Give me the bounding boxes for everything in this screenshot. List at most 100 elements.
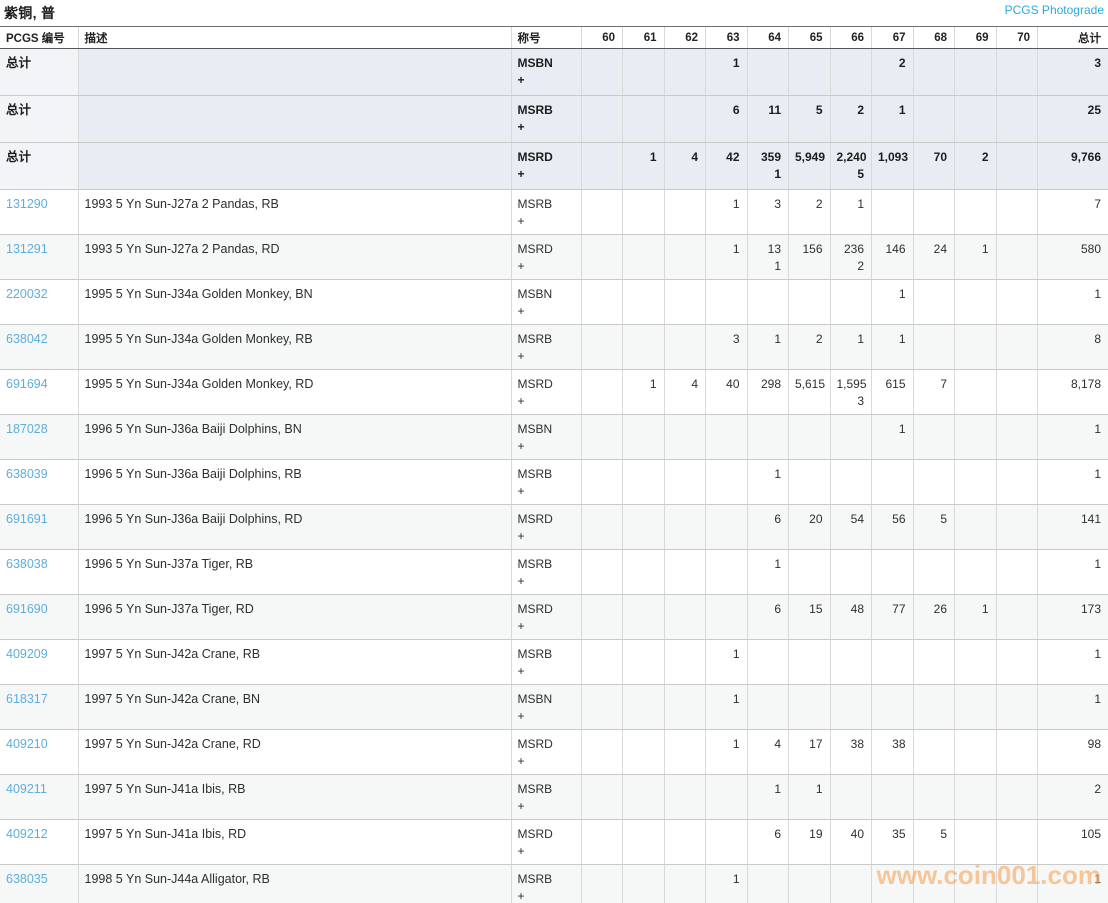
grade-67-count: 38	[871, 729, 913, 775]
pcgs-number-link[interactable]: 618317	[6, 692, 48, 706]
grade-64-count	[746, 684, 789, 730]
grade-65-count: 17	[788, 729, 830, 775]
grade-count: 3	[774, 197, 781, 211]
designation-cell: MSRD +	[510, 594, 581, 640]
designation-cell: MSRB +	[510, 95, 581, 143]
pcgs-number-link[interactable]: 691691	[6, 512, 48, 526]
col-header-grade-62: 62	[663, 26, 706, 49]
designation-cell: MSBN +	[510, 684, 581, 730]
grade-count: 4	[774, 737, 781, 751]
grade-60-count	[580, 142, 623, 190]
grade-count: 13	[767, 242, 781, 256]
grade-count: 1	[898, 103, 906, 117]
grade-63-count: 40	[705, 369, 747, 415]
pcgs-number-cell: 总计	[0, 142, 78, 190]
col-header-grade-69: 69	[954, 26, 996, 49]
grade-60-count	[580, 48, 623, 96]
grade-count: 1	[898, 287, 906, 301]
pcgs-number-link[interactable]: 409210	[6, 737, 48, 751]
grade-plus-count: 1	[774, 259, 781, 273]
grade-count: 11	[768, 103, 781, 117]
pcgs-number-link[interactable]: 691690	[6, 602, 48, 616]
grade-69-count	[954, 279, 996, 325]
grade-70-count	[995, 639, 1038, 685]
grade-67-count: 2	[871, 48, 913, 96]
col-header-grade-63: 63	[705, 26, 747, 49]
grade-63-count: 42	[705, 142, 747, 190]
grade-count: 1	[732, 242, 740, 256]
grade-count: 38	[892, 737, 906, 751]
pcgs-number-link[interactable]: 409211	[6, 782, 47, 796]
grade-69-count: 2	[954, 142, 996, 190]
grade-66-count: 2	[829, 95, 872, 143]
grade-64-count: 6	[746, 819, 789, 865]
grade-65-count	[788, 549, 830, 595]
pcgs-number-link[interactable]: 187028	[6, 422, 48, 436]
grade-count: 40	[850, 827, 864, 841]
col-header-grade-67: 67	[871, 26, 913, 49]
designation-label: MSBN	[517, 422, 553, 436]
grade-60-count	[580, 594, 623, 640]
grade-63-count	[705, 279, 747, 325]
pcgs-number-link[interactable]: 691694	[6, 377, 48, 391]
grade-count: 3	[732, 332, 740, 346]
grade-62-count	[663, 639, 706, 685]
grade-68-count	[912, 279, 955, 325]
pcgs-number-cell: 总计	[0, 48, 78, 96]
pcgs-number-link[interactable]: 409212	[6, 827, 48, 841]
grade-64-count: 1	[746, 774, 789, 820]
designation-plus: +	[517, 664, 525, 678]
grade-63-count	[705, 414, 747, 460]
grade-67-count: 1,093	[871, 142, 913, 190]
grade-69-count	[954, 684, 996, 730]
grade-61-count	[622, 639, 664, 685]
grade-count: 35	[892, 827, 906, 841]
pcgs-number-link[interactable]: 131291	[6, 242, 48, 256]
pcgs-number-link[interactable]: 131290	[6, 197, 48, 211]
grade-69-count	[954, 864, 996, 903]
coin-description: 1995 5 Yn Sun-J34a Golden Monkey, RD	[77, 369, 511, 415]
designation-label: MSRD	[517, 512, 553, 526]
designation-plus: +	[517, 214, 525, 228]
grade-count: 1	[857, 197, 864, 211]
grade-62-count	[663, 819, 706, 865]
pcgs-number-cell: 409210	[0, 729, 78, 775]
grade-61-count	[622, 774, 664, 820]
col-header-grade-68: 68	[912, 26, 955, 49]
col-header-pcgs-number: PCGS 编号	[0, 26, 78, 49]
grade-62-count	[663, 684, 706, 730]
total-label: 总计	[6, 103, 32, 117]
grade-61-count	[622, 594, 664, 640]
pcgs-number-link[interactable]: 638038	[6, 557, 48, 571]
grade-count: 40	[726, 377, 740, 391]
pcgs-number-link[interactable]: 638042	[6, 332, 48, 346]
grade-69-count: 1	[954, 594, 996, 640]
coin-description: 1996 5 Yn Sun-J36a Baiji Dolphins, RB	[77, 459, 511, 505]
pcgs-number-link[interactable]: 409209	[6, 647, 48, 661]
grade-64-count: 11	[746, 95, 789, 143]
pcgs-number-cell: 187028	[0, 414, 78, 460]
photograde-link[interactable]: PCGS Photograde	[1004, 3, 1104, 17]
grade-65-count: 15	[788, 594, 830, 640]
grade-count: 17	[809, 737, 823, 751]
grade-63-count: 1	[705, 48, 747, 96]
grade-count: 15	[809, 602, 823, 616]
pcgs-number-cell: 总计	[0, 95, 78, 143]
grade-63-count	[705, 819, 747, 865]
pcgs-number-link[interactable]: 638039	[6, 467, 48, 481]
pcgs-number-link[interactable]: 220032	[6, 287, 48, 301]
designation-cell: MSRD +	[510, 819, 581, 865]
pcgs-number-link[interactable]: 638035	[6, 872, 48, 886]
designation-plus: +	[517, 167, 525, 181]
grade-67-count: 146	[871, 234, 913, 280]
grade-68-count	[912, 684, 955, 730]
grade-count: 1	[732, 197, 740, 211]
coin-description: 1996 5 Yn Sun-J36a Baiji Dolphins, RD	[77, 504, 511, 550]
grade-67-count: 77	[871, 594, 913, 640]
grade-62-count: 4	[663, 142, 706, 190]
grade-count: 298	[760, 377, 781, 391]
designation-plus: +	[517, 799, 525, 813]
coin-description: 1997 5 Yn Sun-J41a Ibis, RD	[77, 819, 511, 865]
grade-count: 1,093	[878, 150, 909, 164]
